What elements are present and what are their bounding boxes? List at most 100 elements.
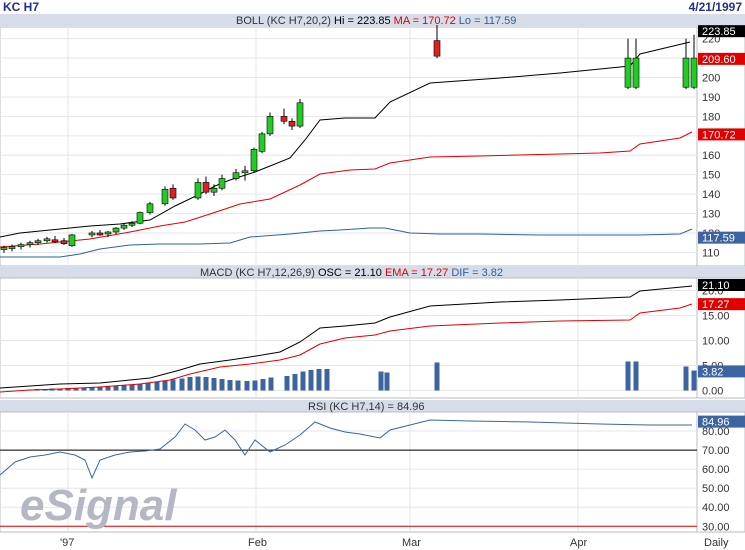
boll-value-tag <box>698 25 745 38</box>
macd-dif-bar <box>219 379 225 391</box>
boll-value-tag <box>698 231 745 244</box>
candle-up <box>104 231 112 235</box>
rsi-value-tag <box>698 415 745 428</box>
macd-dif-bar <box>129 384 135 391</box>
boll-title-strip <box>0 14 745 26</box>
boll-y-tick-label: 110 <box>702 247 720 259</box>
macd-dif-bar <box>121 385 127 391</box>
macd-dif-bar <box>89 387 95 391</box>
macd-dif-bar <box>316 369 322 391</box>
candle-up <box>266 116 274 135</box>
rsi-value-label: 84.96 <box>702 417 730 429</box>
macd-title: MACD (KC H7,12,26,9) OSC = 21.10 EMA = 1… <box>200 267 503 279</box>
candle-up <box>258 133 266 152</box>
macd-dif-bar <box>434 362 440 391</box>
candle-down <box>433 40 441 57</box>
candle-up <box>128 222 136 226</box>
esignal-watermark: eSignal <box>20 481 177 530</box>
rsi-y-tick-label: 40.00 <box>702 502 730 514</box>
candle-up <box>232 172 240 179</box>
macd-dif-bar <box>65 388 71 391</box>
macd-title-strip <box>0 266 745 278</box>
macd-osc-line <box>0 285 693 389</box>
macd-dif-bar <box>300 371 306 391</box>
rsi-y-axis <box>696 411 745 533</box>
boll-hi-label: Hi = 223.85 <box>334 15 394 27</box>
macd-dif-bar <box>235 380 241 391</box>
title-bar: KC H7 4/21/1997 <box>0 0 745 14</box>
boll-title: BOLL (KC H7,20,2) Hi = 223.85 MA = 170.7… <box>236 15 516 27</box>
candle-down <box>60 240 68 244</box>
candle-up <box>8 246 16 249</box>
boll-ma-line <box>0 131 693 248</box>
macd-ema-line <box>0 303 693 393</box>
boll-y-tick-label: 200 <box>702 73 720 85</box>
candle-up <box>194 182 202 199</box>
macd-dif-bar <box>195 376 201 391</box>
x-tick-label: Apr <box>570 537 587 549</box>
macd-dif-bar <box>324 369 330 391</box>
candle-up <box>146 203 154 213</box>
macd-dif-bar <box>633 361 639 391</box>
rsi-line <box>0 419 692 480</box>
macd-dif-bar <box>683 366 689 391</box>
candle-up <box>241 170 249 174</box>
boll-lo-label: Lo = 117.59 <box>459 15 517 27</box>
macd-dif-bar <box>284 376 290 391</box>
candle-down <box>280 116 288 122</box>
candle-down <box>96 232 104 236</box>
macd-dif-bar <box>252 380 258 391</box>
candle-down <box>169 187 177 199</box>
macd-value-label: 17.27 <box>702 299 730 311</box>
macd-dif-bar <box>73 388 79 391</box>
boll-y-tick-label: 140 <box>702 189 720 201</box>
macd-dif-bar <box>292 374 298 391</box>
macd-value-tag <box>698 365 745 378</box>
candle-up <box>112 227 120 233</box>
macd-dif-bar <box>244 381 250 391</box>
macd-dif-bar <box>260 379 266 391</box>
macd-dif-bar <box>203 377 209 391</box>
boll-y-tick-label: 130 <box>702 209 720 221</box>
boll-value-tag <box>698 128 745 141</box>
boll-value-label: 170.72 <box>702 129 736 141</box>
interval-label: Daily <box>704 537 729 549</box>
macd-osc-label: OSC = 21.10 <box>318 267 385 279</box>
macd-ema-label: EMA = 17.27 <box>385 267 451 279</box>
boll-upper-band <box>0 41 691 238</box>
macd-dif-bar <box>179 378 185 391</box>
macd-y-tick-label: 10.00 <box>702 336 730 348</box>
candle-down <box>202 182 210 193</box>
boll-value-label: 117.59 <box>702 233 735 245</box>
candle-up <box>68 234 76 246</box>
macd-y-tick-label: 15.00 <box>702 311 730 323</box>
candle-up <box>690 57 698 88</box>
candle-up <box>632 57 640 88</box>
macd-dif-bar <box>137 384 143 391</box>
macd-dif-label: DIF = 3.82 <box>451 267 503 279</box>
macd-dif-bar <box>308 370 314 391</box>
macd-dif-bar <box>154 382 160 391</box>
candle-up <box>250 149 258 172</box>
macd-dif-bar <box>268 377 274 391</box>
date-label: 4/21/1997 <box>688 0 742 14</box>
symbol-label: KC H7 <box>3 0 40 14</box>
boll-y-tick-label: 160 <box>702 150 720 162</box>
rsi-y-tick-label: 60.00 <box>702 464 730 476</box>
candle-up <box>43 238 51 242</box>
candle-up <box>218 178 226 189</box>
candle-up <box>161 188 169 205</box>
rsi-title: RSI (KC H7,14) = 84.96 <box>308 401 424 413</box>
boll-plot-area <box>0 26 698 267</box>
macd-dif-bar <box>227 380 233 391</box>
rsi-y-tick-label: 30.00 <box>702 521 730 533</box>
rsi-y-tick-label: 70.00 <box>702 445 730 457</box>
macd-dif-bar <box>384 372 390 391</box>
macd-dif-bar <box>145 383 151 391</box>
candle-down <box>51 239 59 243</box>
macd-dif-bar <box>211 378 217 391</box>
macd-dif-bar <box>105 386 111 391</box>
boll-lower-band <box>0 227 693 258</box>
candle-up <box>296 102 304 127</box>
